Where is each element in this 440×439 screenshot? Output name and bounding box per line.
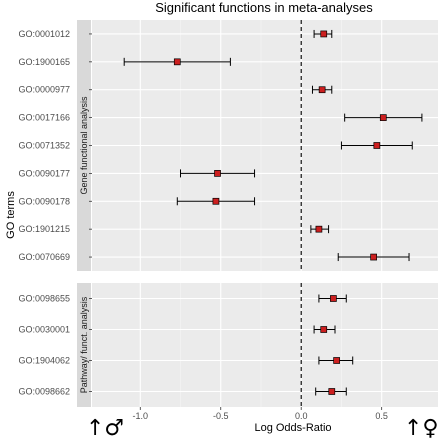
panel-strip (77, 20, 91, 271)
panel-background (92, 283, 438, 407)
estimate-point (315, 225, 323, 233)
estimate-point (328, 388, 336, 395)
x-tick-label: 0.5 (375, 411, 388, 421)
panel-strip-label: Pathway/ funct. analysis (79, 296, 89, 393)
estimate-point (320, 30, 328, 38)
y-tick-label: GO:0098655 (18, 294, 70, 304)
estimate-point (318, 86, 326, 94)
y-tick-label: GO:0071352 (18, 141, 70, 151)
panels-layer: Gene functional analysis GO:0001012 GO:190… (18, 20, 438, 407)
estimate-point (173, 58, 181, 66)
y-tick-label: GO:1900165 (18, 57, 70, 67)
estimate-point (370, 253, 377, 261)
estimate-point (330, 295, 337, 302)
estimate-point (379, 114, 387, 121)
y-tick-label: GO:0000977 (18, 85, 70, 95)
x-tick-label: 0.0 (295, 411, 308, 421)
x-axis-title: Log Odds-Ratio (254, 422, 331, 434)
female-increase-symbol: ↑♀ (404, 416, 439, 439)
y-tick-label: GO:1904062 (18, 356, 70, 366)
estimate-point (320, 326, 328, 333)
y-tick-label: GO:0001012 (18, 29, 70, 39)
y-tick-label: GO:0098662 (18, 387, 70, 397)
panel-strip (77, 283, 91, 407)
y-axis-title: GO terms (5, 191, 17, 239)
panel-1: Gene functional analysis GO:0001012 GO:190… (18, 20, 438, 271)
y-tick-label: GO:1901215 (18, 224, 70, 234)
chart-title: Significant functions in meta-analyses (155, 0, 373, 15)
panel-2: Pathway/ funct. analysis GO:0098655 GO:003… (18, 283, 438, 407)
y-tick-label: GO:0030001 (18, 325, 70, 335)
x-tick-label: -0.5 (213, 411, 229, 421)
x-tick-label: -1.0 (133, 411, 149, 421)
y-tick-label: GO:0090178 (18, 196, 70, 206)
male-increase-symbol: ↑♂ (86, 416, 124, 439)
y-tick-label: GO:0017166 (18, 113, 70, 123)
y-tick-label: GO:0070669 (18, 252, 70, 262)
x-axis: -1.0 -0.5 0.0 0.5 (133, 407, 388, 421)
panel-strip-label: Gene functional analysis (79, 96, 89, 195)
estimate-point (214, 170, 221, 177)
estimate-point (373, 142, 381, 149)
estimate-point (333, 357, 340, 364)
y-tick-label: GO:0090177 (18, 168, 70, 178)
estimate-point (212, 197, 220, 205)
